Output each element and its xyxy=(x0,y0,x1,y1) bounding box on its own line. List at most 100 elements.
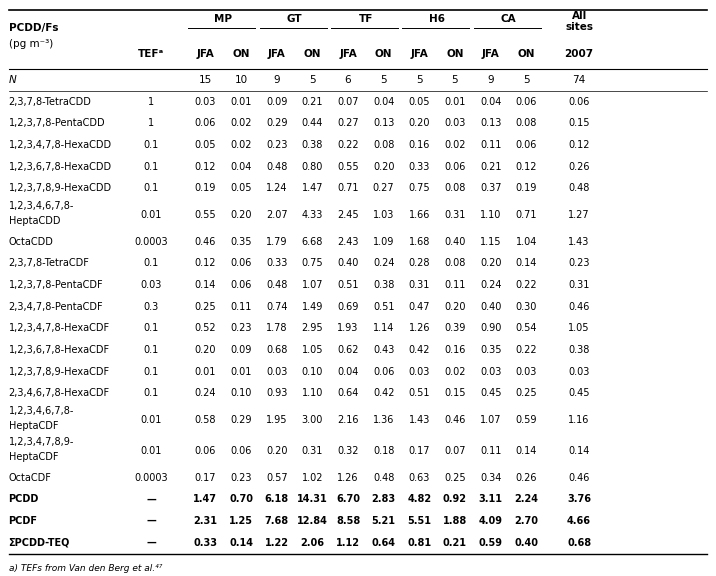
Text: 0.26: 0.26 xyxy=(516,473,537,483)
Text: 2.45: 2.45 xyxy=(337,210,359,220)
Text: 74: 74 xyxy=(573,75,586,85)
Text: 1,2,3,7,8-PentaCDD: 1,2,3,7,8-PentaCDD xyxy=(9,119,105,128)
Text: ON: ON xyxy=(304,50,321,59)
Text: 0.69: 0.69 xyxy=(337,302,359,312)
Text: 1.93: 1.93 xyxy=(337,323,359,334)
Text: 0.64: 0.64 xyxy=(337,388,359,398)
Text: 2.70: 2.70 xyxy=(514,516,538,526)
Text: 1,2,3,6,7,8-HexaCDF: 1,2,3,6,7,8-HexaCDF xyxy=(9,345,110,355)
Text: 0.04: 0.04 xyxy=(373,97,395,107)
Text: 5: 5 xyxy=(416,75,422,85)
Text: 0.1: 0.1 xyxy=(143,184,159,194)
Text: 0.71: 0.71 xyxy=(337,184,359,194)
Text: 0.01: 0.01 xyxy=(195,366,216,377)
Text: 1.25: 1.25 xyxy=(229,516,253,526)
Text: 0.14: 0.14 xyxy=(229,538,253,548)
Text: 1.43: 1.43 xyxy=(569,237,590,247)
Text: 0.05: 0.05 xyxy=(409,97,430,107)
Text: 8.58: 8.58 xyxy=(336,516,360,526)
Text: 0.0003: 0.0003 xyxy=(135,237,168,247)
Text: 1.78: 1.78 xyxy=(266,323,287,334)
Text: 0.18: 0.18 xyxy=(373,446,395,456)
Text: 0.07: 0.07 xyxy=(337,97,359,107)
Text: 9: 9 xyxy=(488,75,494,85)
Text: 0.02: 0.02 xyxy=(444,366,465,377)
Text: 1,2,3,6,7,8-HexaCDD: 1,2,3,6,7,8-HexaCDD xyxy=(9,162,112,172)
Text: 0.48: 0.48 xyxy=(266,280,287,290)
Text: 0.07: 0.07 xyxy=(444,446,465,456)
Text: 0.1: 0.1 xyxy=(143,345,159,355)
Text: ON: ON xyxy=(518,50,535,59)
Text: 0.81: 0.81 xyxy=(407,538,432,548)
Text: 0.39: 0.39 xyxy=(445,323,465,334)
Text: 0.09: 0.09 xyxy=(266,97,287,107)
Text: 1.16: 1.16 xyxy=(569,415,590,425)
Text: 0.47: 0.47 xyxy=(409,302,430,312)
Text: 4.33: 4.33 xyxy=(301,210,323,220)
Text: 0.06: 0.06 xyxy=(516,97,537,107)
Text: 0.27: 0.27 xyxy=(337,119,359,128)
Text: 0.12: 0.12 xyxy=(195,258,216,268)
Text: 0.90: 0.90 xyxy=(480,323,501,334)
Text: 0.46: 0.46 xyxy=(569,473,590,483)
Text: 0.14: 0.14 xyxy=(516,258,537,268)
Text: 0.22: 0.22 xyxy=(516,280,537,290)
Text: 0.23: 0.23 xyxy=(231,323,252,334)
Text: 1.26: 1.26 xyxy=(337,473,359,483)
Text: 0.33: 0.33 xyxy=(193,538,218,548)
Text: 9: 9 xyxy=(274,75,280,85)
Text: 0.11: 0.11 xyxy=(480,140,501,150)
Text: 0.10: 0.10 xyxy=(231,388,252,398)
Text: 0.02: 0.02 xyxy=(231,119,252,128)
Text: 0.01: 0.01 xyxy=(140,446,162,456)
Text: 2.07: 2.07 xyxy=(266,210,288,220)
Text: 1.26: 1.26 xyxy=(409,323,430,334)
Text: 0.01: 0.01 xyxy=(231,97,252,107)
Text: 0.1: 0.1 xyxy=(143,366,159,377)
Text: 0.20: 0.20 xyxy=(266,446,287,456)
Text: 0.19: 0.19 xyxy=(516,184,537,194)
Text: 1.88: 1.88 xyxy=(443,516,467,526)
Text: OctaCDD: OctaCDD xyxy=(9,237,54,247)
Text: 7.68: 7.68 xyxy=(265,516,289,526)
Text: 1.22: 1.22 xyxy=(265,538,289,548)
Text: 0.02: 0.02 xyxy=(231,140,252,150)
Text: 0.30: 0.30 xyxy=(516,302,537,312)
Text: 0.03: 0.03 xyxy=(409,366,430,377)
Text: 0.23: 0.23 xyxy=(266,140,287,150)
Text: 1.12: 1.12 xyxy=(336,538,360,548)
Text: 5: 5 xyxy=(523,75,530,85)
Text: 2.43: 2.43 xyxy=(337,237,359,247)
Text: 0.55: 0.55 xyxy=(195,210,216,220)
Text: 0.71: 0.71 xyxy=(516,210,537,220)
Text: 0.29: 0.29 xyxy=(231,415,252,425)
Text: JFA: JFA xyxy=(410,50,428,59)
Text: 1.49: 1.49 xyxy=(301,302,323,312)
Text: 0.20: 0.20 xyxy=(195,345,216,355)
Text: 0.11: 0.11 xyxy=(445,280,465,290)
Text: 1.36: 1.36 xyxy=(373,415,395,425)
Text: 0.43: 0.43 xyxy=(373,345,395,355)
Text: TEFᵃ: TEFᵃ xyxy=(138,50,164,59)
Text: 3.11: 3.11 xyxy=(479,494,503,505)
Text: 0.1: 0.1 xyxy=(143,323,159,334)
Text: 0.62: 0.62 xyxy=(337,345,359,355)
Text: 0.37: 0.37 xyxy=(480,184,501,194)
Text: 0.3: 0.3 xyxy=(143,302,159,312)
Text: 1,2,3,4,6,7,8-: 1,2,3,4,6,7,8- xyxy=(9,406,74,416)
Text: 0.33: 0.33 xyxy=(409,162,430,172)
Text: 0.58: 0.58 xyxy=(195,415,216,425)
Text: 0.92: 0.92 xyxy=(443,494,467,505)
Text: 0.06: 0.06 xyxy=(445,162,465,172)
Text: 6.68: 6.68 xyxy=(301,237,323,247)
Text: 6.18: 6.18 xyxy=(265,494,289,505)
Text: 0.06: 0.06 xyxy=(231,446,252,456)
Text: 0.25: 0.25 xyxy=(516,388,537,398)
Text: ON: ON xyxy=(446,50,464,59)
Text: 0.35: 0.35 xyxy=(231,237,252,247)
Text: 0.46: 0.46 xyxy=(445,415,465,425)
Text: 2.06: 2.06 xyxy=(300,538,324,548)
Text: 0.93: 0.93 xyxy=(266,388,287,398)
Text: 1: 1 xyxy=(148,97,154,107)
Text: 0.21: 0.21 xyxy=(480,162,501,172)
